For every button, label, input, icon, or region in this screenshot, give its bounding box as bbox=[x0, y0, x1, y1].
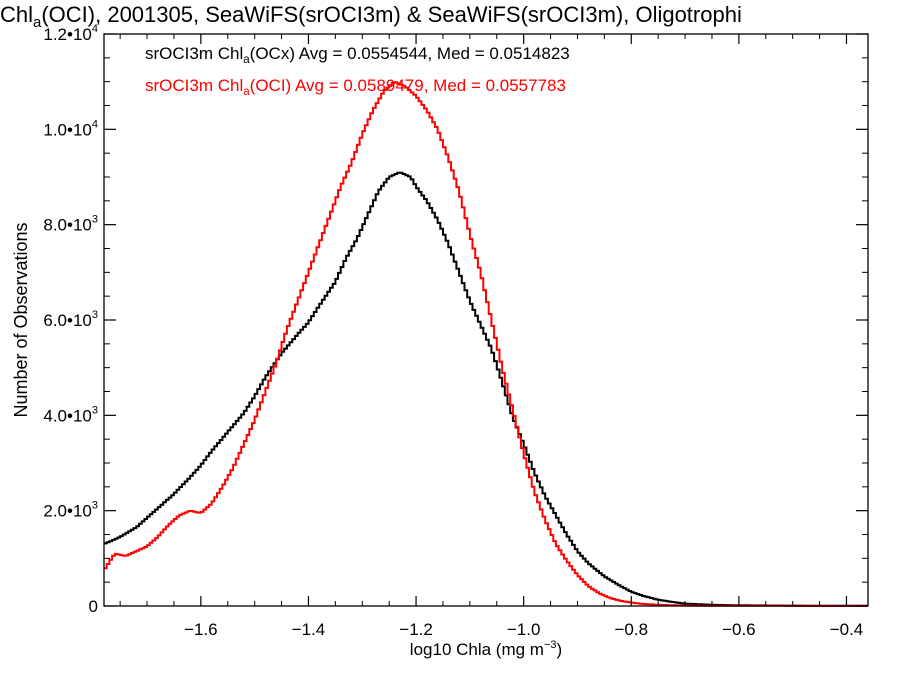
y-tick-label: 0 bbox=[89, 597, 98, 616]
x-tick-label: −1.4 bbox=[292, 620, 326, 639]
x-tick-label: −1.0 bbox=[507, 620, 541, 639]
y-tick-label: 1.2•104 bbox=[43, 23, 98, 44]
y-tick-label: 4.0•103 bbox=[43, 404, 98, 425]
legend-red-pre: srOCI3m Chl bbox=[145, 76, 244, 95]
x-axis-label: log10 Chla (mg m−3) bbox=[410, 639, 562, 659]
y-tick-label: 6.0•103 bbox=[43, 309, 98, 330]
legend-black-pre: srOCI3m Chl bbox=[145, 44, 244, 63]
y-tick-label: 8.0•103 bbox=[43, 214, 98, 235]
legend-black-sub: a bbox=[243, 54, 250, 67]
y-tick-label: 1.0•104 bbox=[43, 118, 98, 139]
y-tick-label: 2.0•103 bbox=[43, 500, 98, 521]
chart-title-post: (OCI), 2001305, SeaWiFS(srOCI3m) & SeaWi… bbox=[41, 2, 742, 27]
x-tick-label: −0.6 bbox=[722, 620, 756, 639]
series-layer bbox=[104, 81, 868, 607]
legend-black-post: (OCx) Avg = 0.0554544, Med = 0.0514823 bbox=[249, 44, 570, 63]
plot-frame bbox=[103, 33, 869, 607]
legend-entry-black: srOCI3m Chla(OCx) Avg = 0.0554544, Med =… bbox=[145, 44, 570, 67]
chart-title-pre: Chl bbox=[0, 2, 34, 27]
x-axis-label-post: ) bbox=[557, 640, 563, 659]
x-tick-label: −1.2 bbox=[399, 620, 433, 639]
x-tick-label: −1.6 bbox=[184, 620, 218, 639]
x-axis-label-sup: −3 bbox=[544, 639, 557, 651]
chart-title: Chla(OCI), 2001305, SeaWiFS(srOCI3m) & S… bbox=[0, 2, 900, 32]
legend-red-post: (OCI) Avg = 0.0589479, Med = 0.0557783 bbox=[249, 76, 566, 95]
y-axis-label: Number of Observations bbox=[11, 222, 31, 417]
axes-layer: −1.6 −1.4 −1.2 −1.0 −0.8 −0.6 −0.4 0 2.0•103 4.0•… bbox=[43, 23, 868, 639]
x-tick-label: −0.8 bbox=[614, 620, 648, 639]
legend-red-sub: a bbox=[243, 86, 250, 99]
x-tick-label: −0.4 bbox=[830, 620, 864, 639]
x-axis-label-pre: log10 Chla (mg m bbox=[410, 640, 544, 659]
series-line-black bbox=[104, 171, 868, 607]
chart-title-sub: a bbox=[33, 14, 42, 32]
series-line-red bbox=[104, 81, 868, 607]
legend-entry-red: srOCI3m Chla(OCI) Avg = 0.0589479, Med =… bbox=[145, 76, 566, 99]
